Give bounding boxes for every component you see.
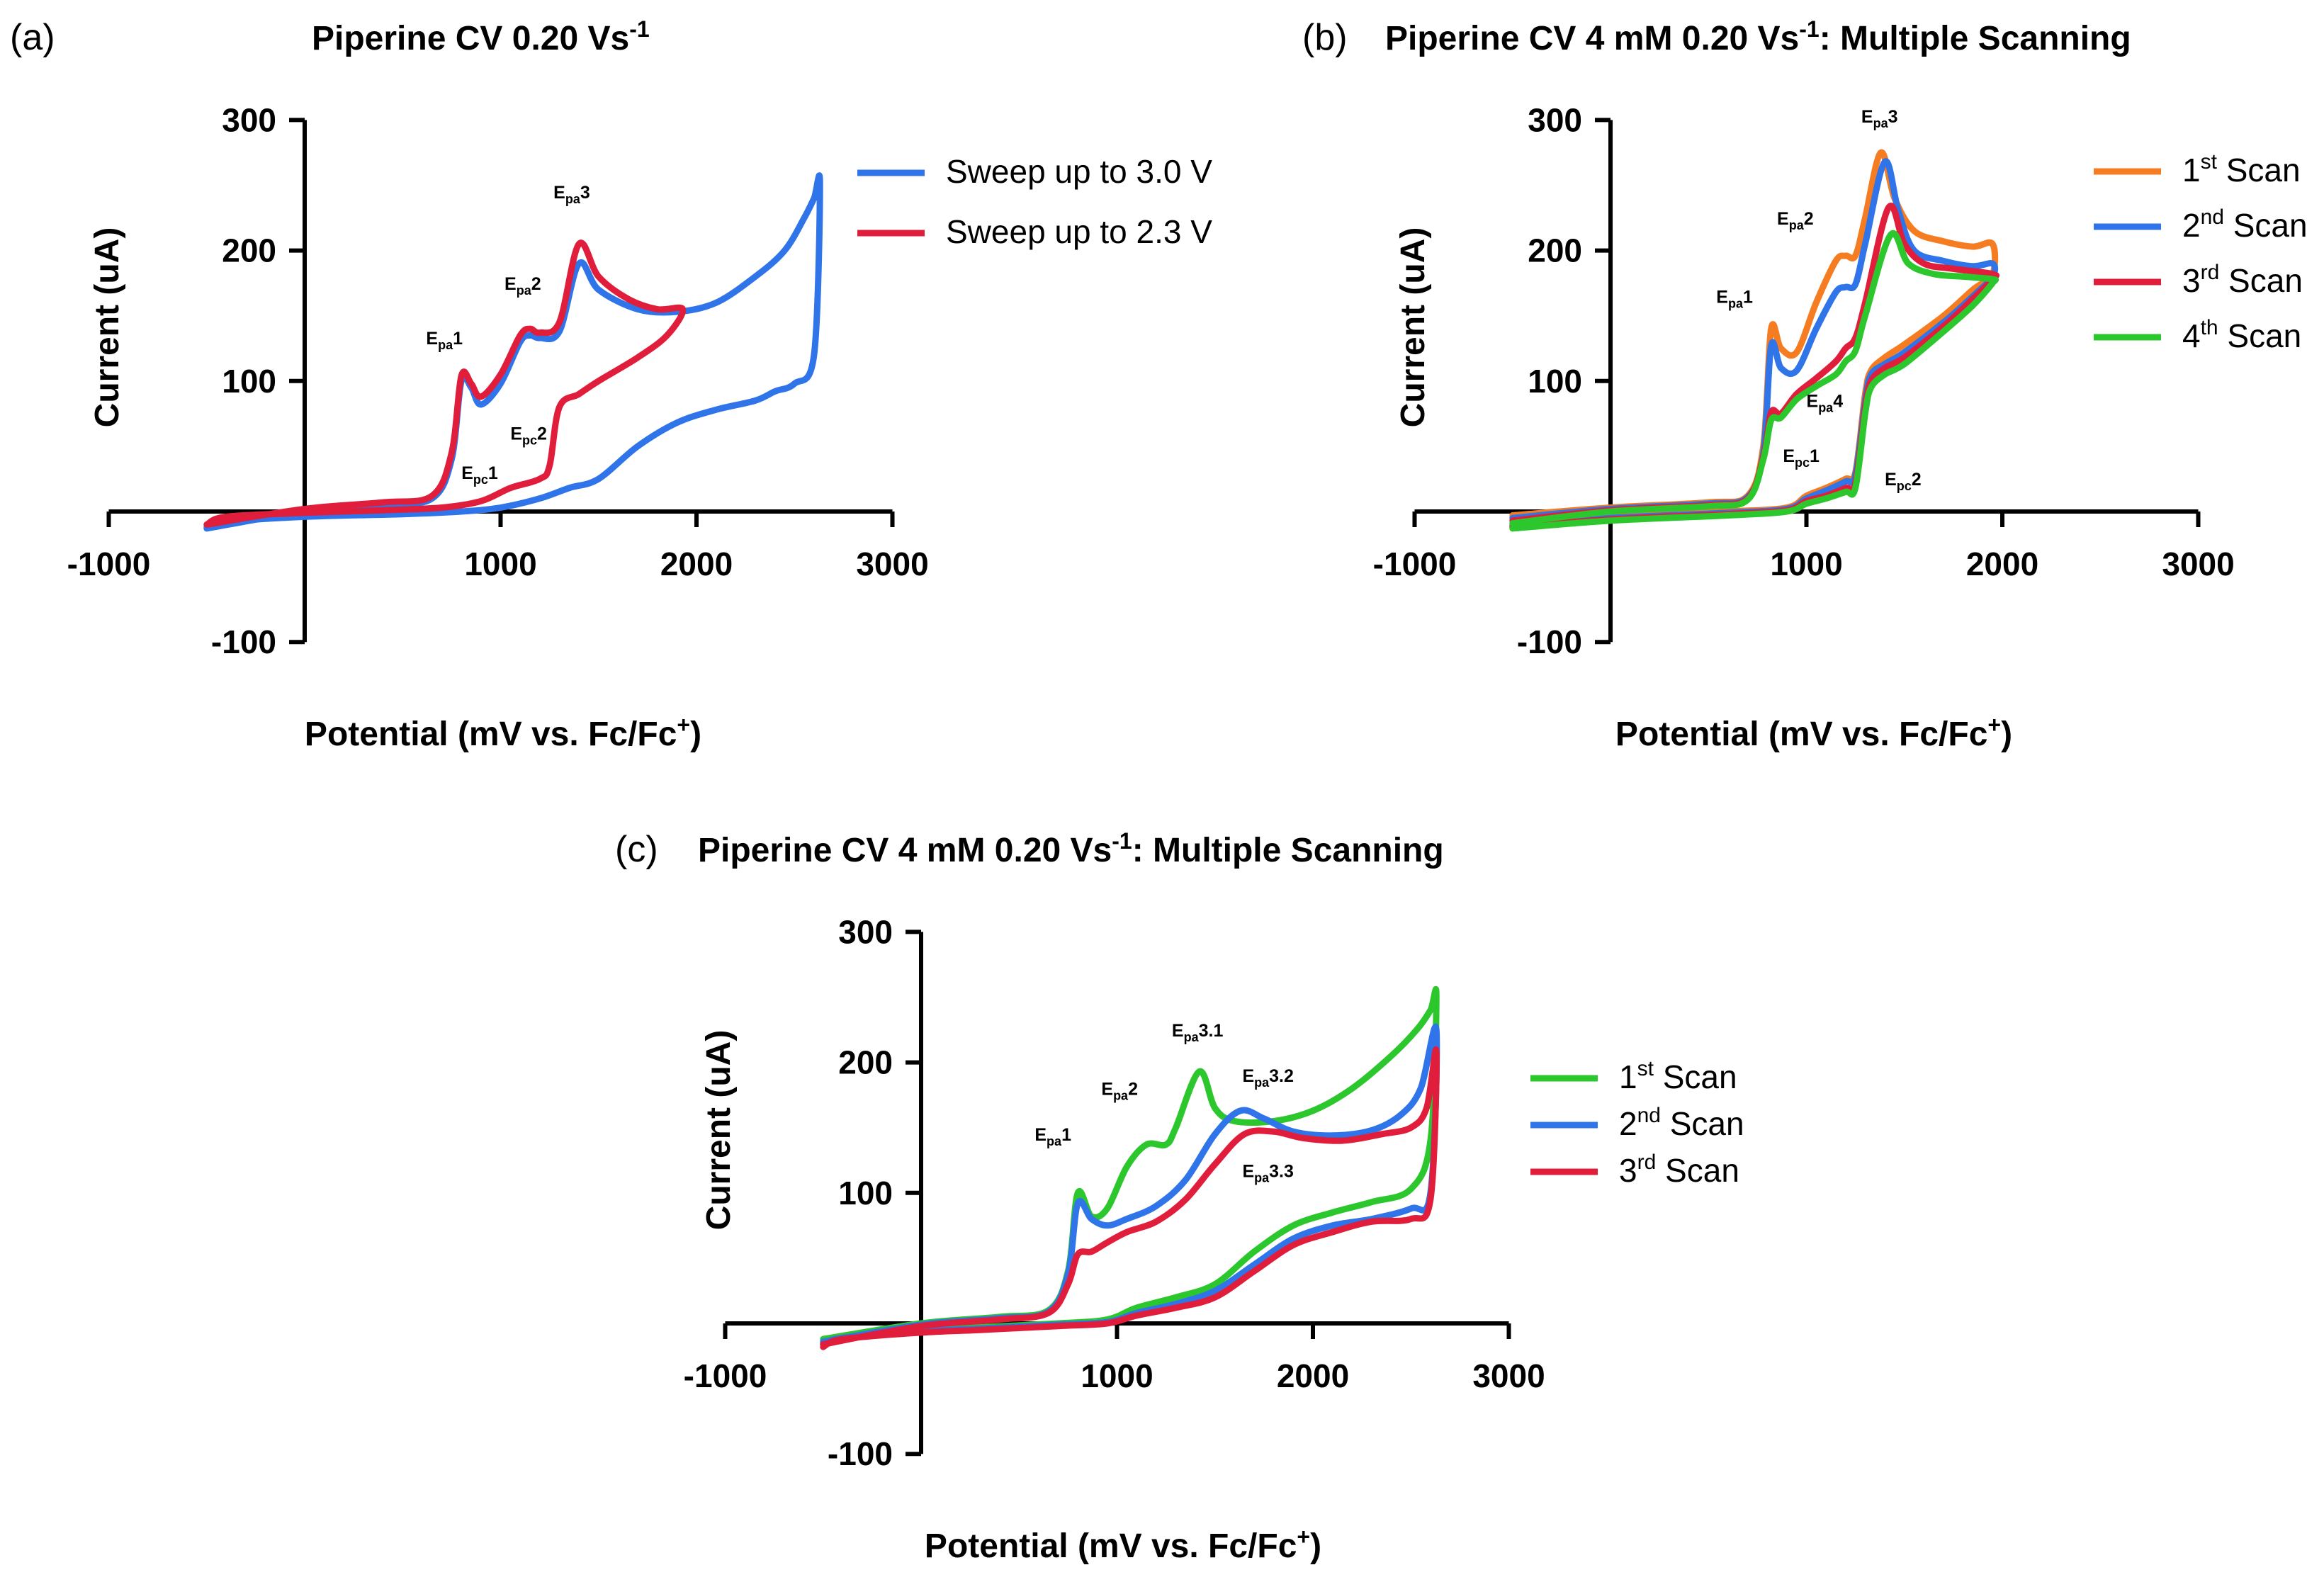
peak-annotation-c-2: Epa3.1 — [1172, 1021, 1224, 1044]
legend-label-c-2: 3rd Scan — [1619, 1151, 1739, 1189]
x-tick-label: 2000 — [1277, 1357, 1349, 1394]
x-tick-label: 1000 — [1770, 546, 1842, 582]
peak-annotation-b-1: Epa2 — [1777, 209, 1814, 232]
peak-annotation-b-0: Epa1 — [1716, 287, 1753, 310]
peak-annotation-c-1: Epa2 — [1101, 1080, 1138, 1103]
peak-annotation-c-0: Epa1 — [1034, 1125, 1071, 1148]
y-axis-title-c: Current (uA) — [700, 1030, 738, 1231]
y-tick-label: 300 — [838, 913, 893, 950]
panel-letter-b: (b) — [1302, 17, 1348, 58]
series-line-b-3 — [1509, 230, 1999, 532]
legend-label-b-3: 4th Scan — [2182, 316, 2301, 354]
chart-title-b: Piperine CV 4 mM 0.20 Vs-1: Multiple Sca… — [1385, 16, 2131, 57]
peak-annotation-c-4: Epa3.3 — [1242, 1162, 1293, 1185]
y-tick-label: -100 — [1517, 623, 1582, 660]
series-line-a-1 — [203, 239, 687, 528]
legend-label-c-1: 2nd Scan — [1619, 1104, 1744, 1142]
legend-label-b-0: 1st Scan — [2182, 150, 2301, 188]
panel-letter-c: (c) — [615, 829, 658, 870]
series-line-b-1 — [1509, 158, 1999, 529]
x-tick-label: 3000 — [856, 546, 928, 582]
y-tick-label: 300 — [222, 101, 276, 138]
y-tick-label: 200 — [1528, 232, 1582, 269]
series-line-c-0 — [820, 985, 1440, 1347]
peak-annotation-a-4: Epc2 — [510, 424, 547, 448]
peak-annotation-a-3: Epc1 — [461, 463, 498, 487]
x-tick-label: -1000 — [684, 1357, 767, 1394]
y-tick-label: -100 — [211, 623, 276, 660]
series-line-c-2 — [820, 1046, 1440, 1350]
peak-annotation-b-3: Epa4 — [1807, 392, 1844, 415]
legend-label-a-0: Sweep up to 3.0 V — [946, 153, 1212, 190]
y-tick-label: 100 — [838, 1175, 893, 1211]
x-tick-label: 3000 — [2162, 546, 2234, 582]
x-tick-label: 1000 — [464, 546, 536, 582]
legend-label-b-2: 3rd Scan — [2182, 261, 2303, 299]
y-tick-label: 200 — [838, 1044, 893, 1081]
panel-letter-a: (a) — [10, 17, 55, 58]
legend-label-a-1: Sweep up to 2.3 V — [946, 213, 1212, 250]
chart-title-c: Piperine CV 4 mM 0.20 Vs-1: Multiple Sca… — [698, 828, 1444, 869]
x-tick-label: -1000 — [1373, 546, 1457, 582]
y-tick-label: 300 — [1528, 101, 1582, 138]
x-tick-label: 3000 — [1472, 1357, 1545, 1394]
x-axis-title-c: Potential (mV vs. Fc/Fc+) — [925, 1524, 1321, 1565]
x-axis-title-a: Potential (mV vs. Fc/Fc+) — [305, 712, 701, 753]
x-tick-label: 1000 — [1081, 1357, 1153, 1394]
peak-annotation-b-2: Epa3 — [1861, 107, 1898, 130]
y-tick-label: -100 — [828, 1435, 893, 1472]
chart-title-a: Piperine CV 0.20 Vs-1 — [312, 16, 650, 57]
panel-b: (b) Piperine CV 4 mM 0.20 Vs-1: Multiple … — [1302, 16, 2308, 753]
y-axis-title-b: Current (uA) — [1394, 227, 1432, 428]
x-tick-label: 2000 — [1966, 546, 2038, 582]
peak-annotation-a-0: Epa1 — [426, 329, 463, 352]
x-tick-label: -1000 — [67, 546, 151, 582]
legend-label-b-1: 2nd Scan — [2182, 205, 2308, 244]
panel-c: (c) Piperine CV 4 mM 0.20 Vs-1: Multiple … — [615, 828, 1744, 1565]
peak-annotation-b-5: Epc2 — [1885, 470, 1922, 493]
series-line-c-1 — [820, 1024, 1440, 1347]
panel-a: (a) Piperine CV 0.20 Vs-1 -1000 1000 2000 300… — [10, 16, 1212, 753]
y-tick-label: 200 — [222, 232, 276, 269]
peak-annotation-b-4: Epc1 — [1783, 446, 1820, 470]
peak-annotation-a-1: Epa2 — [504, 274, 541, 298]
peak-annotation-a-2: Epa3 — [553, 183, 590, 206]
legend-label-c-0: 1st Scan — [1619, 1057, 1737, 1095]
y-tick-label: 100 — [222, 363, 276, 400]
y-axis-title-a: Current (uA) — [89, 227, 126, 428]
x-tick-label: 2000 — [660, 546, 733, 582]
y-tick-label: 100 — [1528, 363, 1582, 400]
x-axis-title-b: Potential (mV vs. Fc/Fc+) — [1615, 712, 2012, 753]
peak-annotation-c-3: Epa3.2 — [1242, 1066, 1293, 1090]
